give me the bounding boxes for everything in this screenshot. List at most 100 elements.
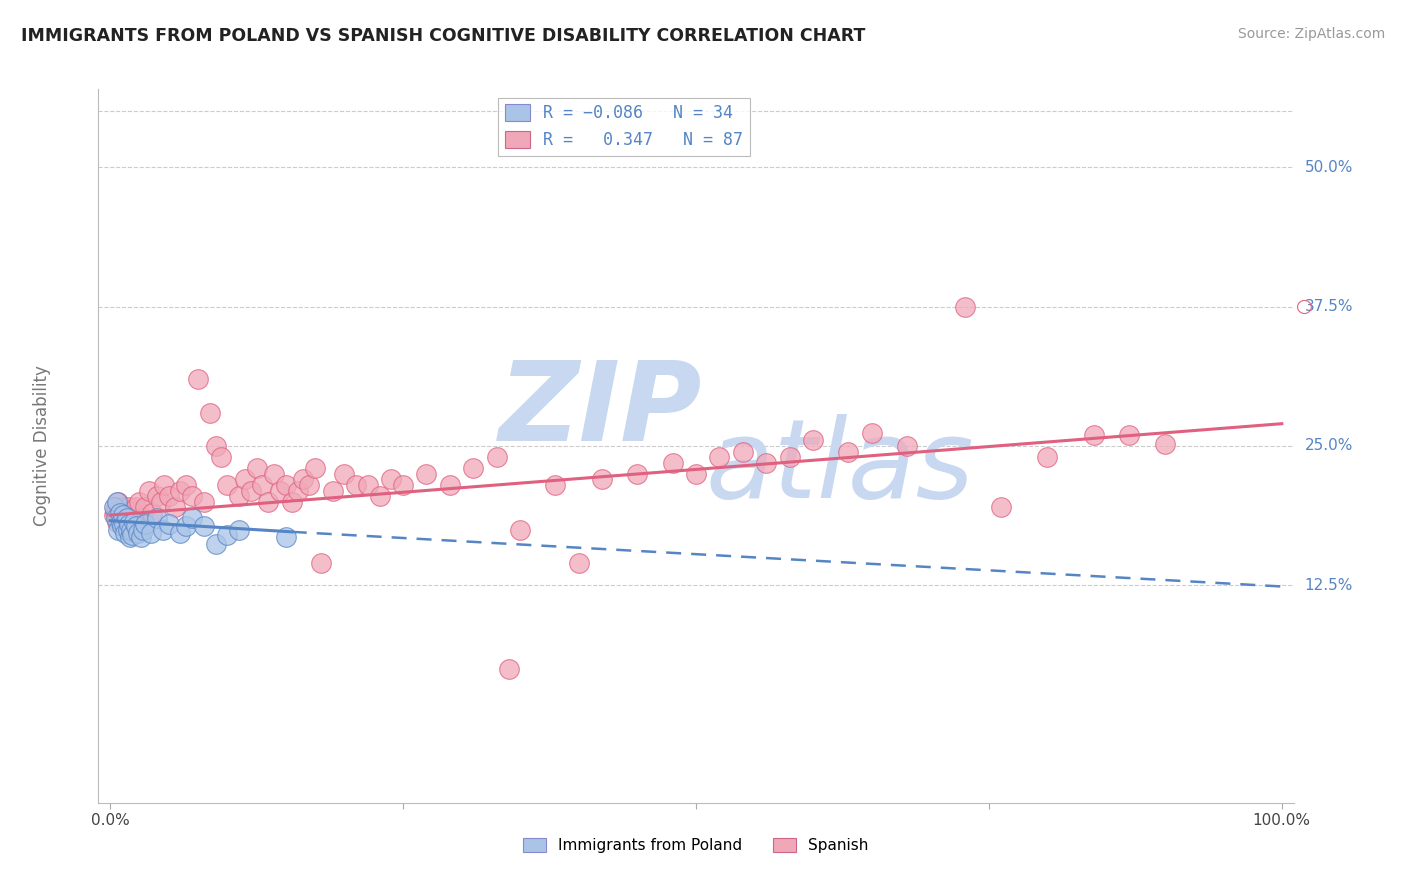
Point bbox=[246, 461, 269, 475]
Point bbox=[217, 478, 239, 492]
Point bbox=[169, 525, 191, 540]
Point bbox=[281, 494, 304, 508]
Point bbox=[112, 508, 135, 522]
Point bbox=[120, 503, 142, 517]
Point bbox=[439, 478, 461, 492]
Point bbox=[263, 467, 285, 481]
Point bbox=[146, 511, 169, 525]
Point bbox=[233, 472, 256, 486]
Point bbox=[103, 500, 125, 515]
Point bbox=[392, 478, 415, 492]
Point bbox=[122, 506, 145, 520]
Point bbox=[157, 516, 180, 531]
Point bbox=[152, 523, 174, 537]
Point bbox=[1118, 427, 1140, 442]
Legend: Immigrants from Poland, Spanish: Immigrants from Poland, Spanish bbox=[517, 832, 875, 859]
Point bbox=[111, 519, 134, 533]
Point bbox=[122, 515, 145, 529]
Point bbox=[1083, 427, 1105, 442]
Point bbox=[1153, 436, 1175, 450]
Point bbox=[105, 515, 128, 529]
Point bbox=[128, 494, 150, 508]
Point bbox=[149, 494, 172, 508]
Point bbox=[153, 478, 176, 492]
Point bbox=[141, 506, 163, 520]
Point bbox=[304, 461, 326, 475]
Point bbox=[117, 508, 139, 522]
Point bbox=[174, 478, 197, 492]
Point bbox=[125, 519, 148, 533]
Point bbox=[228, 489, 250, 503]
Point bbox=[274, 478, 297, 492]
Point bbox=[134, 500, 156, 515]
Point bbox=[709, 450, 731, 464]
Point bbox=[118, 500, 141, 515]
Point bbox=[193, 519, 215, 533]
Point bbox=[544, 478, 567, 492]
Point bbox=[731, 444, 754, 458]
Point bbox=[269, 483, 291, 498]
Point bbox=[955, 300, 977, 314]
Point bbox=[591, 472, 613, 486]
Point bbox=[141, 525, 163, 540]
Point bbox=[120, 530, 141, 544]
Point bbox=[112, 516, 135, 531]
Point bbox=[287, 483, 309, 498]
Point bbox=[292, 472, 315, 486]
Point bbox=[138, 483, 160, 498]
Point bbox=[146, 489, 169, 503]
Point bbox=[779, 450, 801, 464]
Text: Source: ZipAtlas.com: Source: ZipAtlas.com bbox=[1237, 27, 1385, 41]
Point bbox=[860, 425, 883, 440]
Text: 12.5%: 12.5% bbox=[1305, 578, 1353, 593]
Point bbox=[322, 483, 344, 498]
Point bbox=[333, 467, 356, 481]
Point bbox=[132, 511, 155, 525]
Point bbox=[498, 662, 520, 676]
Point bbox=[211, 450, 233, 464]
Point bbox=[217, 528, 239, 542]
Point bbox=[121, 528, 143, 542]
Point bbox=[228, 523, 250, 537]
Point bbox=[120, 515, 141, 529]
Point bbox=[181, 511, 204, 525]
Point bbox=[193, 494, 215, 508]
Point bbox=[169, 483, 191, 498]
Point bbox=[344, 478, 367, 492]
Point bbox=[380, 472, 402, 486]
Point bbox=[111, 519, 134, 533]
Point bbox=[187, 372, 209, 386]
Point bbox=[204, 537, 226, 551]
Point bbox=[568, 556, 591, 570]
Point bbox=[114, 503, 136, 517]
Point bbox=[107, 494, 129, 508]
Point bbox=[127, 525, 149, 540]
Point bbox=[239, 483, 262, 498]
Point bbox=[896, 439, 918, 453]
Point bbox=[661, 456, 683, 470]
Point bbox=[755, 456, 778, 470]
Text: ZIP: ZIP bbox=[499, 357, 702, 464]
Point bbox=[112, 500, 135, 515]
Point bbox=[117, 523, 139, 537]
Point bbox=[357, 478, 380, 492]
Point bbox=[801, 434, 824, 448]
Point bbox=[108, 511, 131, 525]
Point bbox=[107, 523, 129, 537]
Point bbox=[685, 467, 707, 481]
Text: 37.5%: 37.5% bbox=[1305, 299, 1353, 314]
Text: 25.0%: 25.0% bbox=[1305, 439, 1353, 453]
Point bbox=[485, 450, 508, 464]
Point bbox=[626, 467, 648, 481]
Point bbox=[115, 511, 138, 525]
Point bbox=[990, 500, 1012, 515]
Point bbox=[163, 500, 186, 515]
Point bbox=[252, 478, 274, 492]
Point bbox=[181, 489, 204, 503]
Point bbox=[257, 494, 280, 508]
Point bbox=[129, 530, 152, 544]
Point bbox=[105, 500, 128, 515]
Point bbox=[157, 489, 180, 503]
Point bbox=[110, 506, 132, 520]
Point bbox=[132, 523, 155, 537]
